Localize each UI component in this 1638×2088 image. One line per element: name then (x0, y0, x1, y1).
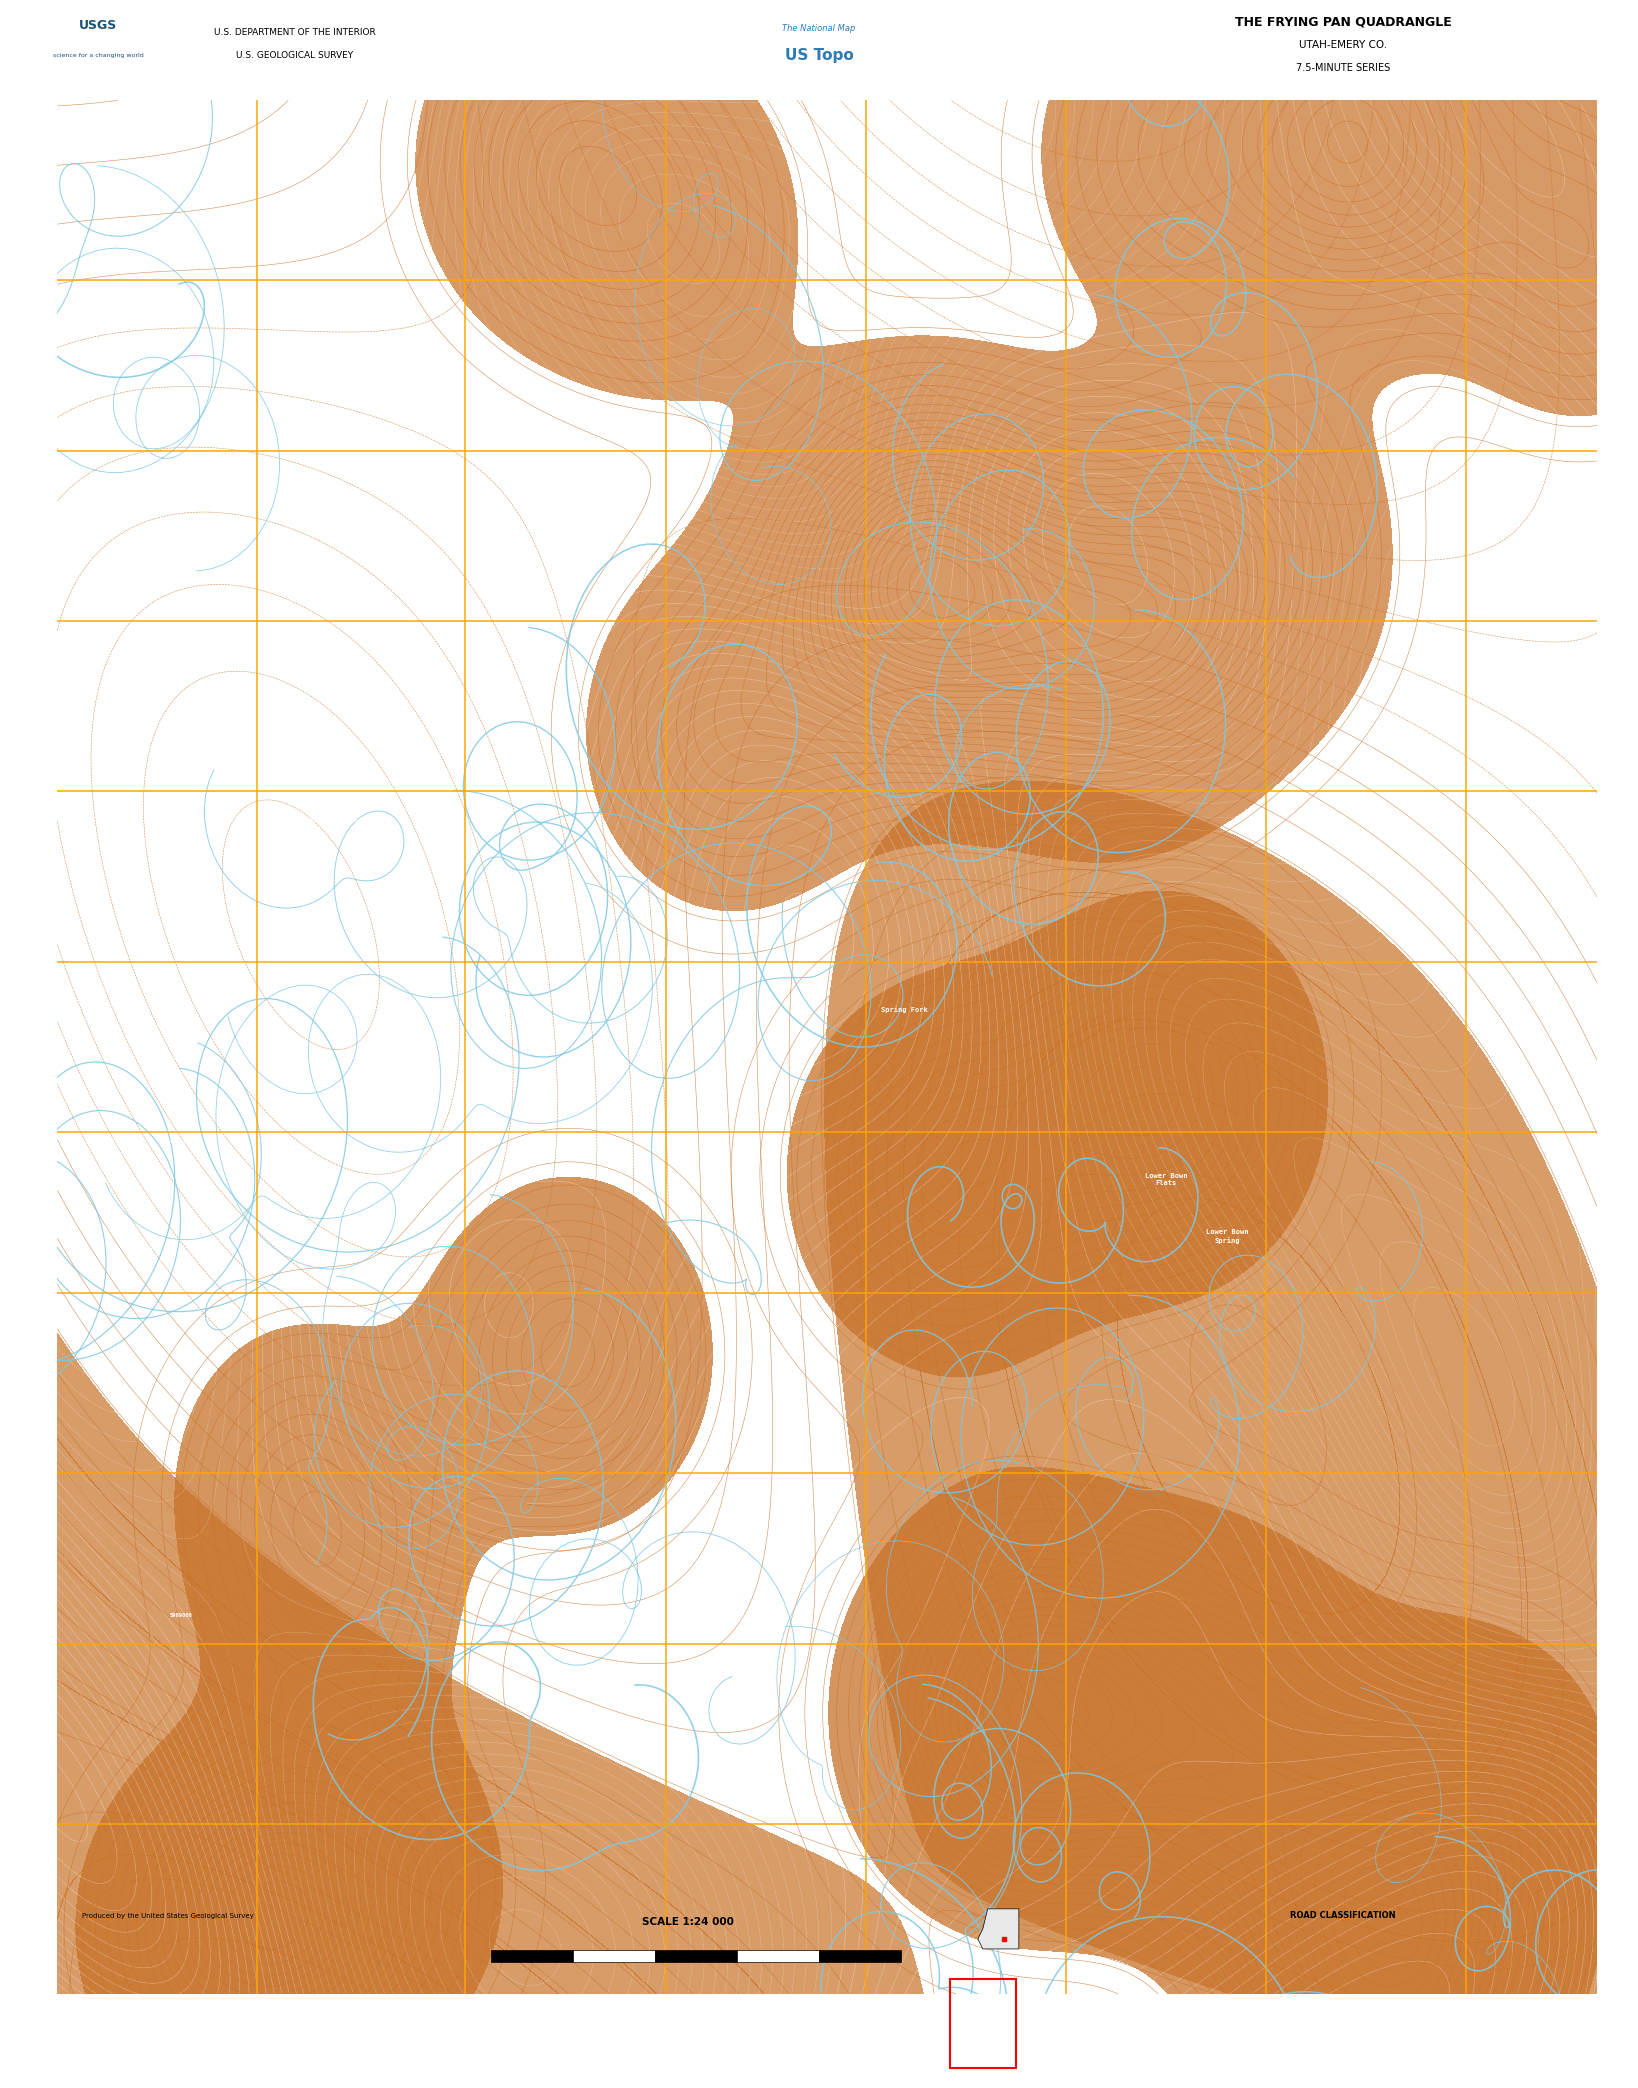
Bar (573, 1950, 655, 1963)
Text: Produced by the United States Geological Survey: Produced by the United States Geological… (82, 1913, 254, 1919)
Text: Lower Bown
Flats: Lower Bown Flats (1145, 1173, 1188, 1186)
Text: USGS: USGS (79, 19, 118, 31)
Text: US Topo: US Topo (785, 48, 853, 63)
Text: Saddle Spring: Saddle Spring (337, 514, 393, 520)
Text: 7.5-MINUTE SERIES: 7.5-MINUTE SERIES (1296, 63, 1391, 73)
Text: Muddy Creek: Muddy Creek (311, 816, 357, 823)
Polygon shape (978, 1908, 1019, 1948)
Bar (819, 1950, 901, 1963)
Bar (950, 1979, 1016, 2067)
Text: Spring Fork: Spring Fork (881, 1006, 927, 1013)
Bar (491, 1950, 573, 1963)
Text: ROAD CLASSIFICATION: ROAD CLASSIFICATION (1291, 1911, 1396, 1921)
Text: SCALE 1:24 000: SCALE 1:24 000 (642, 1917, 734, 1927)
Text: THE FRYING PAN QUADRANGLE: THE FRYING PAN QUADRANGLE (1235, 15, 1451, 29)
Bar (737, 1950, 819, 1963)
Text: 6000000: 6000000 (169, 1140, 192, 1144)
Text: UTAH-EMERY CO.: UTAH-EMERY CO. (1299, 40, 1387, 50)
Text: The National Map: The National Map (783, 23, 855, 33)
Text: U.S. DEPARTMENT OF THE INTERIOR: U.S. DEPARTMENT OF THE INTERIOR (215, 27, 375, 38)
Text: science for a changing world: science for a changing world (52, 52, 144, 58)
Text: Lower Bown
Spring: Lower Bown Spring (1206, 1230, 1248, 1244)
Text: 5969000: 5969000 (169, 1612, 192, 1618)
Text: U.S. GEOLOGICAL SURVEY: U.S. GEOLOGICAL SURVEY (236, 50, 354, 61)
Bar (655, 1950, 737, 1963)
